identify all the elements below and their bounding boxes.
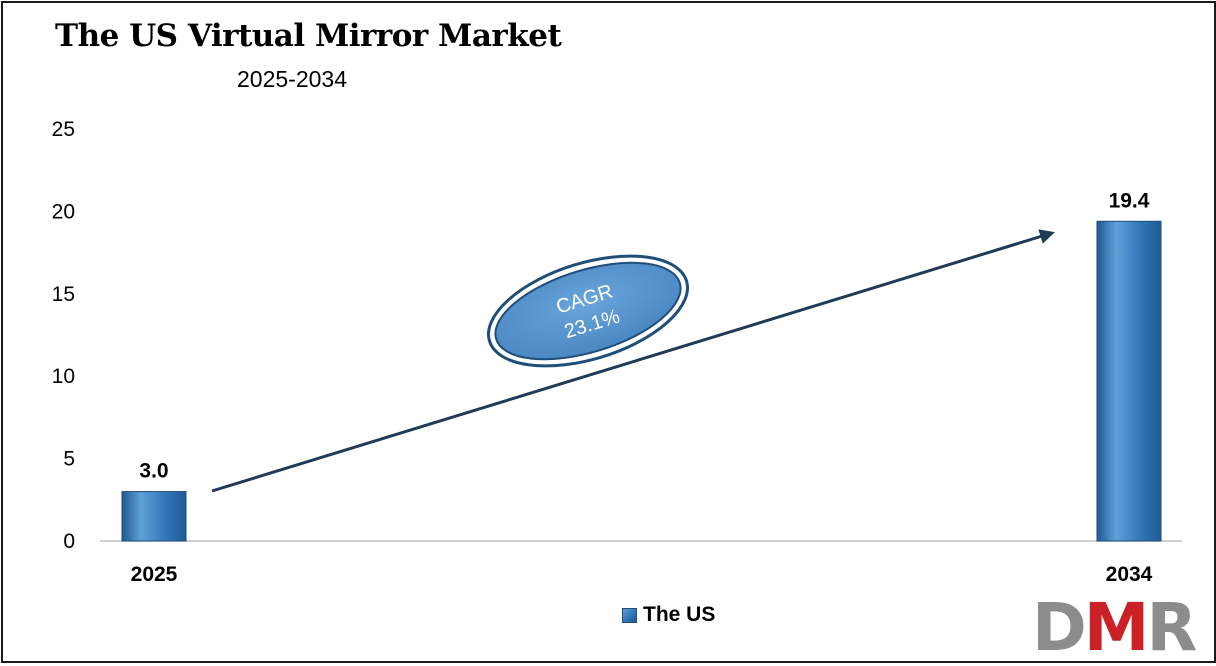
cagr-arrow <box>211 229 1055 493</box>
data-labels: 3.0 19.4 <box>139 189 1149 482</box>
y-tick-label: 0 <box>63 530 75 553</box>
bar-2034 <box>1096 220 1162 542</box>
legend-swatch <box>622 607 637 623</box>
legend-label: The US <box>643 603 716 626</box>
logo-letter-d: D <box>1032 589 1087 666</box>
chart-title: The US Virtual Mirror Market <box>55 18 562 54</box>
bar-2025 <box>121 491 187 542</box>
y-tick-label: 5 <box>63 448 75 471</box>
x-axis-categories: 2025 2034 <box>131 563 1153 586</box>
cagr-ellipse <box>494 261 682 361</box>
x-tick-label-2025: 2025 <box>131 563 178 586</box>
y-axis-ticks: 0 5 10 15 20 25 <box>52 118 75 553</box>
logo-letter-m: M <box>1083 589 1150 666</box>
x-tick-label-2034: 2034 <box>1106 563 1153 586</box>
logo-letter-r: R <box>1146 589 1197 666</box>
data-label-2034: 19.4 <box>1109 189 1150 212</box>
y-tick-label: 15 <box>52 283 75 306</box>
legend: The US <box>622 603 715 627</box>
bar-series <box>121 220 1162 542</box>
y-tick-label: 20 <box>52 200 75 223</box>
data-label-2025: 3.0 <box>139 460 168 483</box>
chart-subtitle: 2025-2034 <box>237 66 347 92</box>
cagr-badge: CAGR 23.1% <box>487 254 689 368</box>
y-tick-label: 10 <box>52 365 75 388</box>
y-tick-label: 25 <box>52 118 75 141</box>
